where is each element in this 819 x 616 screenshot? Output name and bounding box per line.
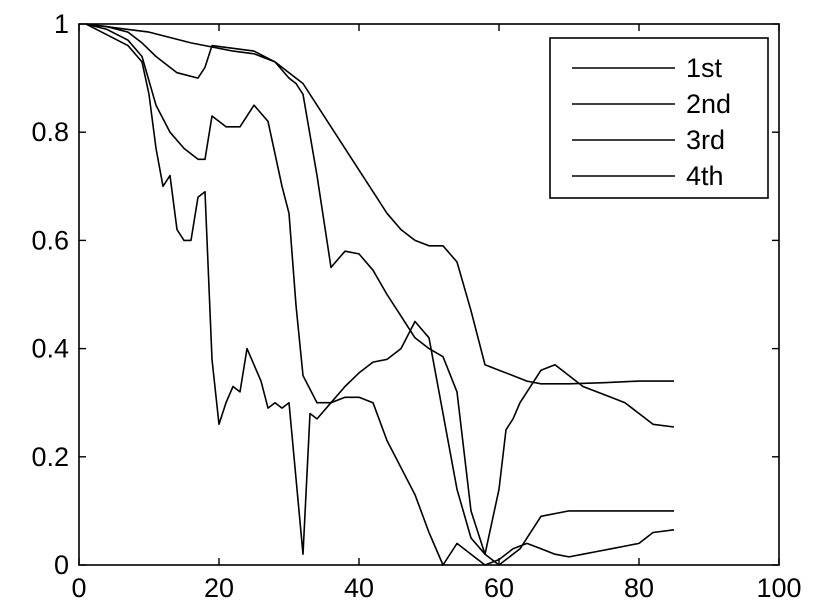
x-tick-label: 20 bbox=[204, 573, 234, 603]
plot-frame bbox=[78, 23, 780, 566]
series-line-1 bbox=[85, 23, 674, 385]
legend-label-1: 1st bbox=[686, 53, 723, 83]
tick-layer: 0 20 40 60 80 100 0 0.2 0.4 0.6 0.8 1 bbox=[31, 9, 801, 603]
y-tick-label: 0.2 bbox=[31, 442, 69, 472]
series-line-3 bbox=[85, 23, 675, 566]
legend-label-2: 2nd bbox=[686, 89, 731, 119]
y-tick-label: 1 bbox=[54, 9, 69, 39]
legend-label-3: 3rd bbox=[686, 125, 725, 155]
x-tick-label: 0 bbox=[71, 573, 86, 603]
y-tick-label: 0.8 bbox=[31, 117, 69, 147]
y-tick-label: 0 bbox=[54, 550, 69, 580]
series-line-4 bbox=[85, 23, 675, 556]
series-line-2 bbox=[85, 23, 674, 566]
y-tick-label: 0.4 bbox=[31, 334, 69, 364]
y-tick-label: 0.6 bbox=[31, 225, 69, 255]
series-layer bbox=[85, 23, 675, 566]
x-tick-label: 80 bbox=[624, 573, 654, 603]
legend: 1st 2nd 3rd 4th bbox=[549, 37, 769, 199]
legend-label-4: 4th bbox=[686, 161, 724, 191]
x-tick-label: 40 bbox=[344, 573, 374, 603]
legend-box bbox=[549, 37, 769, 199]
x-tick-label: 100 bbox=[756, 573, 801, 603]
x-tick-label: 60 bbox=[484, 573, 514, 603]
